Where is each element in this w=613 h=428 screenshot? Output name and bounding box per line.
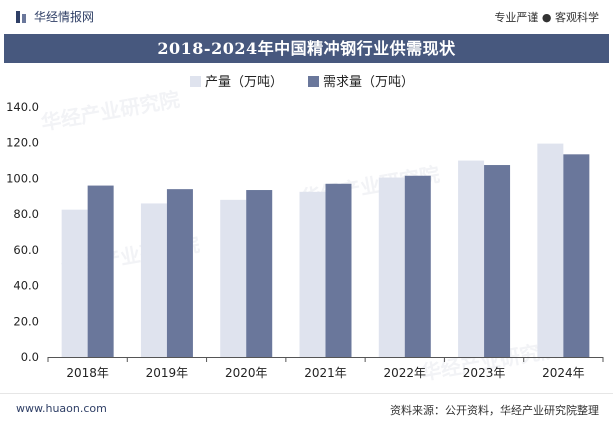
source-note: 资料来源：公开资料，华经产业研究院整理	[390, 404, 599, 417]
bar-production	[458, 160, 485, 357]
bar-production	[220, 199, 247, 357]
brand: 华经情报网	[16, 8, 94, 25]
footer: www.huaon.com 资料来源：公开资料，华经产业研究院整理	[0, 393, 613, 428]
x-tick-label: 2019年	[146, 366, 189, 380]
y-tick-label: 100.0	[6, 171, 39, 185]
bar-production	[299, 191, 326, 357]
legend-label: 需求量（万吨）	[323, 75, 414, 90]
bar-production	[140, 203, 167, 357]
brand-name: 华经情报网	[34, 10, 95, 24]
x-tick-label: 2021年	[304, 366, 347, 380]
bar-demand	[325, 183, 352, 357]
y-tick-label: 140.0	[6, 100, 39, 114]
y-tick-label: 60.0	[13, 243, 39, 257]
footer-divider	[0, 393, 613, 394]
brand-logo-icon	[16, 10, 26, 23]
legend-swatch	[190, 76, 201, 87]
bar-demand	[166, 189, 193, 357]
y-tick-label: 80.0	[13, 207, 39, 221]
y-tick-label: 20.0	[13, 314, 39, 328]
top-bar: 华经情报网 专业严谨 ● 客观科学	[0, 0, 613, 33]
bar-chart: 产量（万吨） 需求量（万吨） 0.0 20.0 40.0 60.0 80.0 100.0 120…	[6, 75, 604, 380]
site-url: www.huaon.com	[16, 402, 107, 415]
x-tick-label: 2023年	[463, 366, 506, 380]
legend-label: 产量（万吨）	[205, 75, 283, 90]
y-tick-label: 120.0	[6, 136, 39, 150]
y-tick-label: 0.0	[21, 350, 39, 364]
bar-production	[378, 177, 405, 357]
legend-swatch	[308, 76, 319, 87]
bar-production	[537, 143, 564, 357]
bar-demand	[246, 190, 273, 357]
bar-production	[61, 209, 88, 357]
tagline: 专业严谨 ● 客观科学	[494, 11, 599, 24]
x-tick-label: 2018年	[66, 366, 109, 380]
bar-demand	[87, 185, 114, 357]
x-tick-label: 2024年	[542, 366, 585, 380]
chart-title: 2018-2024年中国精冲钢行业供需现状	[4, 34, 609, 63]
bar-demand	[563, 154, 590, 357]
bar-demand	[484, 165, 511, 357]
y-tick-label: 40.0	[13, 279, 39, 293]
x-tick-label: 2020年	[225, 366, 268, 380]
x-tick-label: 2022年	[384, 366, 427, 380]
bar-demand	[404, 175, 431, 357]
